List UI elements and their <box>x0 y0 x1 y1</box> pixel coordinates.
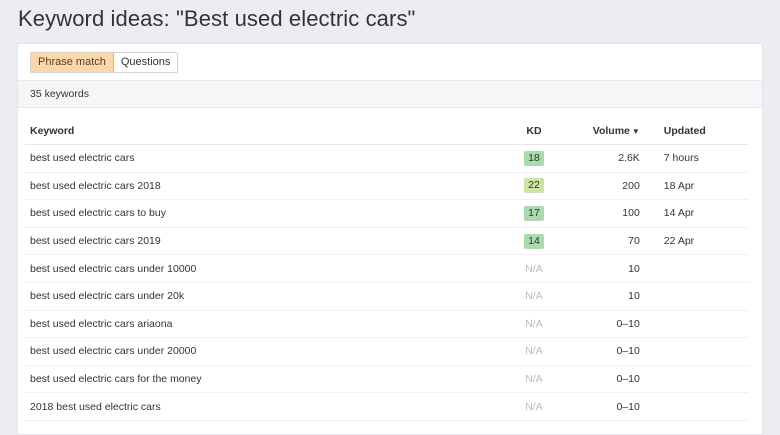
caret-down-icon: ▼ <box>631 126 640 136</box>
column-header-volume-label: Volume <box>592 124 630 137</box>
column-header-keyword[interactable]: Keyword <box>25 117 510 145</box>
table-row[interactable]: best used electric cars 2019 14 70 22 Apr <box>25 227 749 256</box>
updated-cell: 14 Apr <box>641 199 749 228</box>
volume-cell: 200 <box>558 172 642 201</box>
volume-cell: 0–10 <box>558 310 642 339</box>
keyword-cell[interactable]: best used electric cars to buy <box>25 199 510 228</box>
updated-cell <box>641 392 749 421</box>
kd-value: N/A <box>525 262 543 275</box>
column-header-volume[interactable]: Volume ▼ <box>558 117 642 145</box>
page-title: Keyword ideas: "Best used electric cars" <box>18 6 416 31</box>
kd-value: N/A <box>525 400 543 413</box>
column-header-updated-label: Updated <box>663 124 706 137</box>
column-header-updated[interactable]: Updated <box>641 117 749 145</box>
kd-value: N/A <box>525 317 543 330</box>
updated-cell: 18 Apr <box>641 172 749 201</box>
updated-cell <box>641 365 749 394</box>
kd-cell: N/A <box>509 310 559 339</box>
updated-cell: 22 Apr <box>641 227 749 256</box>
keyword-cell[interactable]: best used electric cars 2019 <box>25 227 510 256</box>
kd-cell: 18 <box>509 144 559 173</box>
keyword-cell[interactable]: best used electric cars <box>25 144 510 173</box>
column-header-keyword-label: Keyword <box>30 124 75 137</box>
kd-cell: N/A <box>509 337 559 366</box>
volume-cell: 10 <box>558 282 642 311</box>
keywords-table: Keyword KD Volume ▼ Updated best used ele… <box>25 117 749 421</box>
updated-cell <box>641 337 749 366</box>
match-type-tabs: Phrase match Questions <box>30 52 179 73</box>
keyword-count: 35 keywords <box>30 88 89 100</box>
table-row[interactable]: 2018 best used electric cars N/A 0–10 <box>25 392 749 421</box>
table-row[interactable]: best used electric cars to buy 17 100 14 Ap… <box>25 199 749 228</box>
volume-cell: 0–10 <box>558 337 642 366</box>
keywords-table-body: best used electric cars 18 2.6K 7 hours best… <box>25 144 749 421</box>
table-row[interactable]: best used electric cars for the money N/A… <box>25 365 749 394</box>
keyword-cell[interactable]: best used electric cars under 10000 <box>25 254 510 283</box>
kd-cell: 14 <box>509 227 559 256</box>
tab-questions[interactable]: Questions <box>113 53 178 72</box>
kd-badge: 17 <box>523 205 544 221</box>
kd-value: N/A <box>525 373 543 386</box>
keyword-cell[interactable]: best used electric cars ariaona <box>25 310 510 339</box>
column-header-kd-label: KD <box>526 124 542 137</box>
volume-cell: 0–10 <box>558 392 642 421</box>
updated-cell: 7 hours <box>641 144 749 173</box>
kd-badge: 22 <box>523 178 544 194</box>
kd-cell: N/A <box>509 282 559 311</box>
volume-cell: 70 <box>558 227 642 256</box>
volume-cell: 2.6K <box>558 144 642 173</box>
keyword-cell[interactable]: best used electric cars for the money <box>25 365 510 394</box>
volume-cell: 10 <box>558 254 642 283</box>
updated-cell <box>641 310 749 339</box>
updated-cell <box>641 282 749 311</box>
kd-cell: N/A <box>509 392 559 421</box>
keyword-cell[interactable]: best used electric cars under 20000 <box>25 337 510 366</box>
keyword-cell[interactable]: 2018 best used electric cars <box>25 392 510 421</box>
updated-cell <box>641 254 749 283</box>
tab-phrase-match[interactable]: Phrase match <box>31 53 114 72</box>
kd-cell: 22 <box>509 172 559 201</box>
keyword-count-bar: 35 keywords <box>18 80 762 108</box>
kd-badge: 14 <box>523 233 544 249</box>
column-header-kd[interactable]: KD <box>509 117 559 145</box>
kd-value: N/A <box>525 290 543 303</box>
keyword-ideas-card: Phrase match Questions 35 keywords Keywo… <box>17 43 763 435</box>
keyword-cell[interactable]: best used electric cars 2018 <box>25 172 510 201</box>
kd-badge: 18 <box>523 150 544 166</box>
kd-cell: N/A <box>509 365 559 394</box>
kd-cell: N/A <box>509 254 559 283</box>
table-row[interactable]: best used electric cars ariaona N/A 0–10 <box>25 310 749 339</box>
table-row[interactable]: best used electric cars under 20k N/A 10 <box>25 282 749 311</box>
table-row[interactable]: best used electric cars under 10000 N/A 10 <box>25 254 749 283</box>
keyword-cell[interactable]: best used electric cars under 20k <box>25 282 510 311</box>
kd-value: N/A <box>525 345 543 358</box>
volume-cell: 0–10 <box>558 365 642 394</box>
table-row[interactable]: best used electric cars under 20000 N/A 0–… <box>25 337 749 366</box>
table-row[interactable]: best used electric cars 18 2.6K 7 hours <box>25 144 749 173</box>
table-header-row: Keyword KD Volume ▼ Updated <box>25 117 749 145</box>
volume-cell: 100 <box>558 199 642 228</box>
table-row[interactable]: best used electric cars 2018 22 200 18 Apr <box>25 172 749 201</box>
kd-cell: 17 <box>509 199 559 228</box>
